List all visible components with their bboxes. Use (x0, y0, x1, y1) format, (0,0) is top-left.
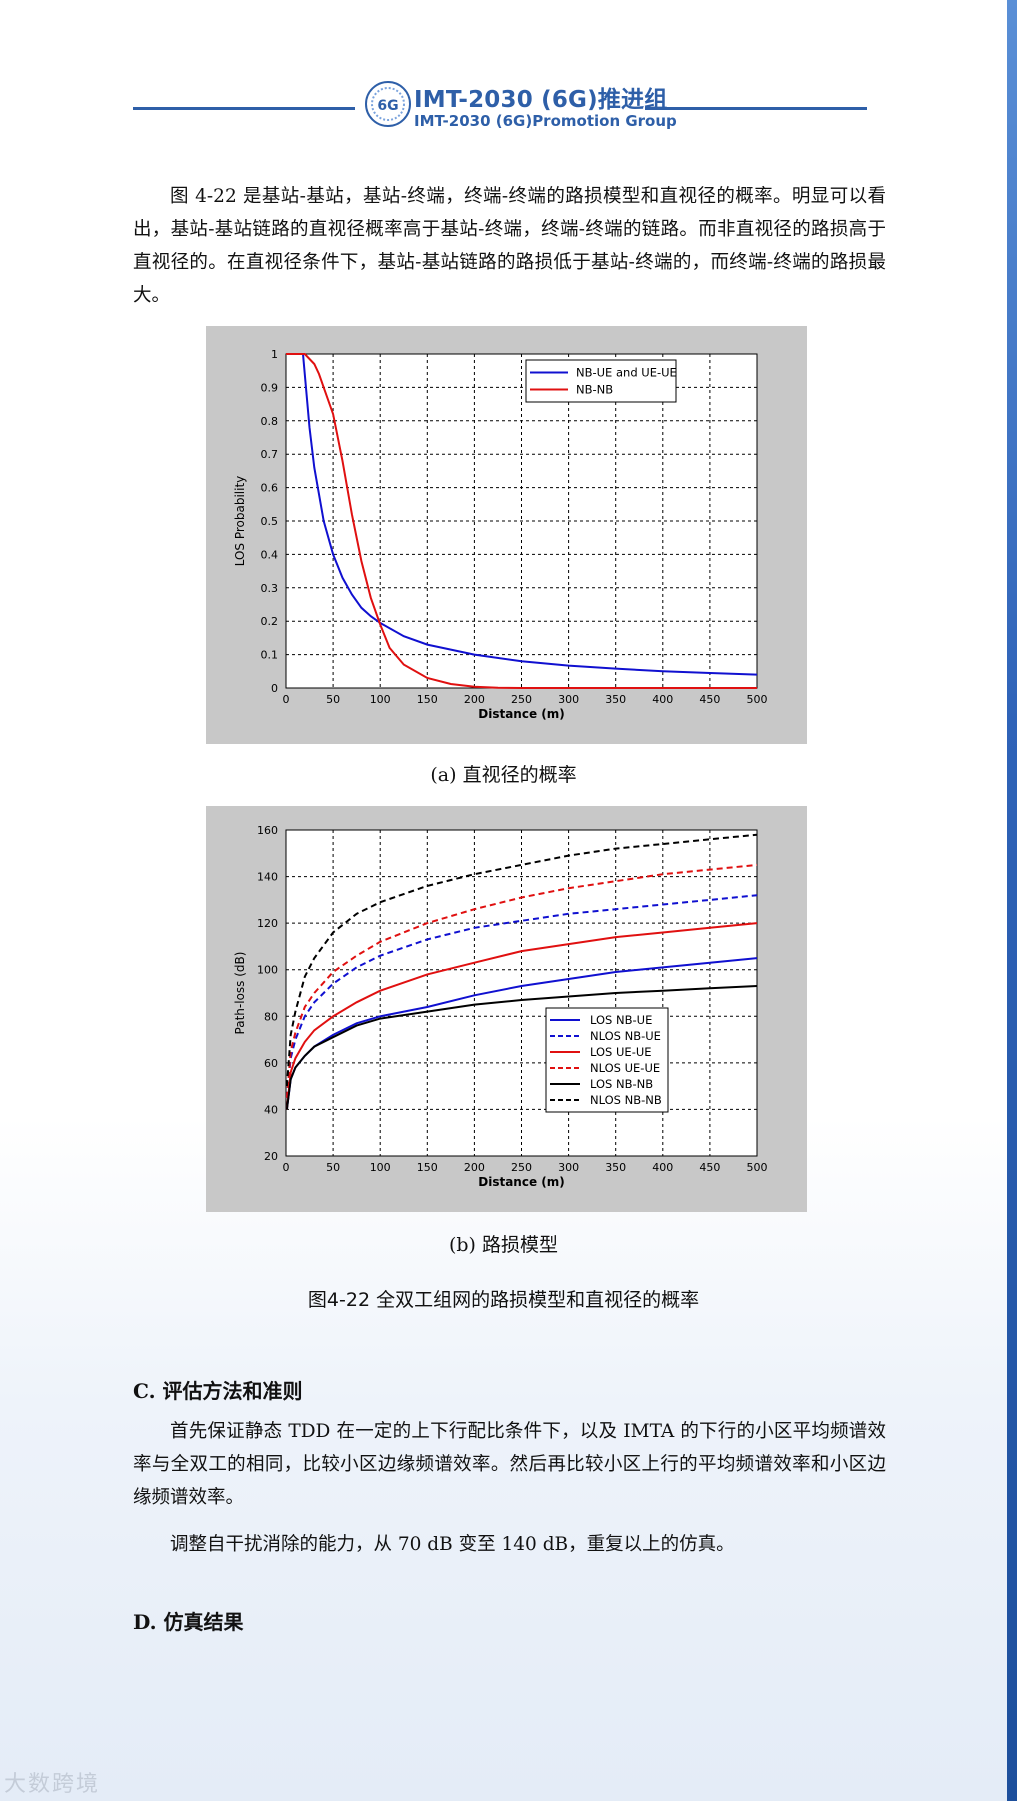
y-tick-label: 0.6 (261, 482, 279, 495)
x-tick-label: 200 (464, 693, 485, 706)
y-tick-label: 80 (264, 1010, 278, 1023)
caption-a: (a) 直视径的概率 (430, 764, 577, 786)
x-tick-label: 250 (511, 1161, 532, 1174)
y-tick-label: 0.4 (261, 548, 279, 561)
x-tick-label: 100 (370, 693, 391, 706)
y-tick-label: 20 (264, 1150, 278, 1163)
series-line-1 (285, 894, 758, 1098)
section-c-heading: C. 评估方法和准则 (133, 1379, 303, 1403)
y-tick-label: 0.2 (261, 615, 279, 628)
series-line-5 (285, 833, 758, 1087)
x-axis-label: Distance (m) (478, 1175, 565, 1189)
x-tick-label: 500 (747, 693, 768, 706)
x-tick-label: 0 (283, 693, 290, 706)
path-loss-svg: 0 50 100 150 200 250 300 350 400 450 500 20 40 60 80 10… (233, 824, 768, 1189)
y-tick-label: 140 (257, 871, 278, 884)
series-line-1 (286, 353, 757, 689)
series-line-3 (285, 863, 758, 1098)
path-loss-chart: 0 50 100 150 200 250 300 350 400 450 500 20 40 60 80 10… (206, 806, 807, 1212)
x-tick-label: 250 (511, 693, 532, 706)
y-tick-label: 0.3 (261, 582, 279, 595)
legend-label-2: LOS UE-UE (590, 1045, 652, 1059)
x-tick-label: 50 (326, 1161, 340, 1174)
los-probability-svg: 0 50 100 150 200 250 300 350 400 450 500 0 0.1 0.2 0.3… (233, 348, 768, 721)
x-tick-label: 150 (417, 693, 438, 706)
y-tick-label: 0.1 (261, 649, 279, 662)
y-tick-label: 0.9 (261, 381, 279, 394)
series-line-4 (285, 985, 758, 1110)
y-tick-label: 0.5 (261, 515, 279, 528)
caption-b: (b) 路损模型 (448, 1234, 559, 1256)
y-axis-label: Path-loss (dB) (233, 952, 247, 1035)
header-rule-right (645, 107, 867, 110)
x-axis-label: Distance (m) (478, 707, 565, 721)
section-c-paragraph-2: 调整自干扰消除的能力，从 70 dB 变至 140 dB，重复以上的仿真。 (170, 1534, 735, 1555)
y-tick-label: 100 (257, 964, 278, 977)
logo-text: 6G (377, 98, 398, 114)
x-tick-label: 450 (699, 693, 720, 706)
series-line-0 (286, 353, 758, 676)
header-rule-left (133, 107, 355, 110)
x-tick-label: 50 (326, 693, 340, 706)
x-tick-label: 400 (652, 1161, 673, 1174)
x-tick-label: 150 (417, 1161, 438, 1174)
y-tick-label: 160 (257, 824, 278, 837)
x-tick-label: 100 (370, 1161, 391, 1174)
y-axis-label: LOS Probability (233, 476, 247, 567)
imt2030-logo: 6G (365, 81, 411, 127)
x-tick-label: 0 (283, 1161, 290, 1174)
series-line-2 (285, 922, 758, 1110)
legend-label-0: LOS NB-UE (590, 1013, 652, 1027)
x-tick-label: 500 (747, 1161, 768, 1174)
header-subtitle: IMT-2030 (6G)Promotion Group (414, 112, 677, 130)
legend-label-1: NLOS NB-UE (590, 1029, 661, 1043)
legend-label-1: NB-NB (576, 383, 613, 397)
legend-label-5: NLOS NB-NB (590, 1093, 662, 1107)
legend-label-3: NLOS UE-UE (590, 1061, 660, 1075)
y-tick-label: 1 (271, 348, 278, 361)
intro-paragraph: 图 4-22 是基站-基站，基站-终端，终端-终端的路损模型和直视径的概率。明显… (133, 186, 886, 306)
legend-label-4: LOS NB-NB (590, 1077, 653, 1091)
section-c-paragraph-1: 首先保证静态 TDD 在一定的上下行配比条件下，以及 IMTA 的下行的小区平均… (133, 1421, 886, 1508)
legend-box (525, 359, 677, 403)
x-tick-label: 450 (699, 1161, 720, 1174)
watermark: 大数跨境 (4, 1772, 101, 1797)
y-tick-label: 120 (257, 917, 278, 930)
section-d-heading: D. 仿真结果 (133, 1610, 244, 1634)
legend-label-0: NB-UE and UE-UE (576, 366, 677, 380)
y-tick-label: 0 (271, 682, 278, 695)
x-tick-label: 300 (558, 1161, 579, 1174)
header-title: IMT-2030 (6G)推进组 (414, 87, 668, 113)
x-tick-label: 200 (464, 1161, 485, 1174)
los-probability-chart: 0 50 100 150 200 250 300 350 400 450 500 0 0.1 0.2 0.3… (206, 326, 807, 744)
y-tick-label: 0.7 (261, 448, 279, 461)
x-tick-label: 350 (605, 693, 626, 706)
legend-box (545, 1007, 669, 1113)
y-tick-label: 0.8 (261, 415, 279, 428)
x-tick-label: 300 (558, 693, 579, 706)
right-edge-bar (1007, 0, 1017, 1801)
x-tick-label: 400 (652, 693, 673, 706)
y-tick-label: 40 (264, 1103, 278, 1116)
y-tick-label: 60 (264, 1057, 278, 1070)
figure-caption: 图4-22 全双工组网的路损模型和直视径的概率 (307, 1289, 700, 1311)
x-tick-label: 350 (605, 1161, 626, 1174)
